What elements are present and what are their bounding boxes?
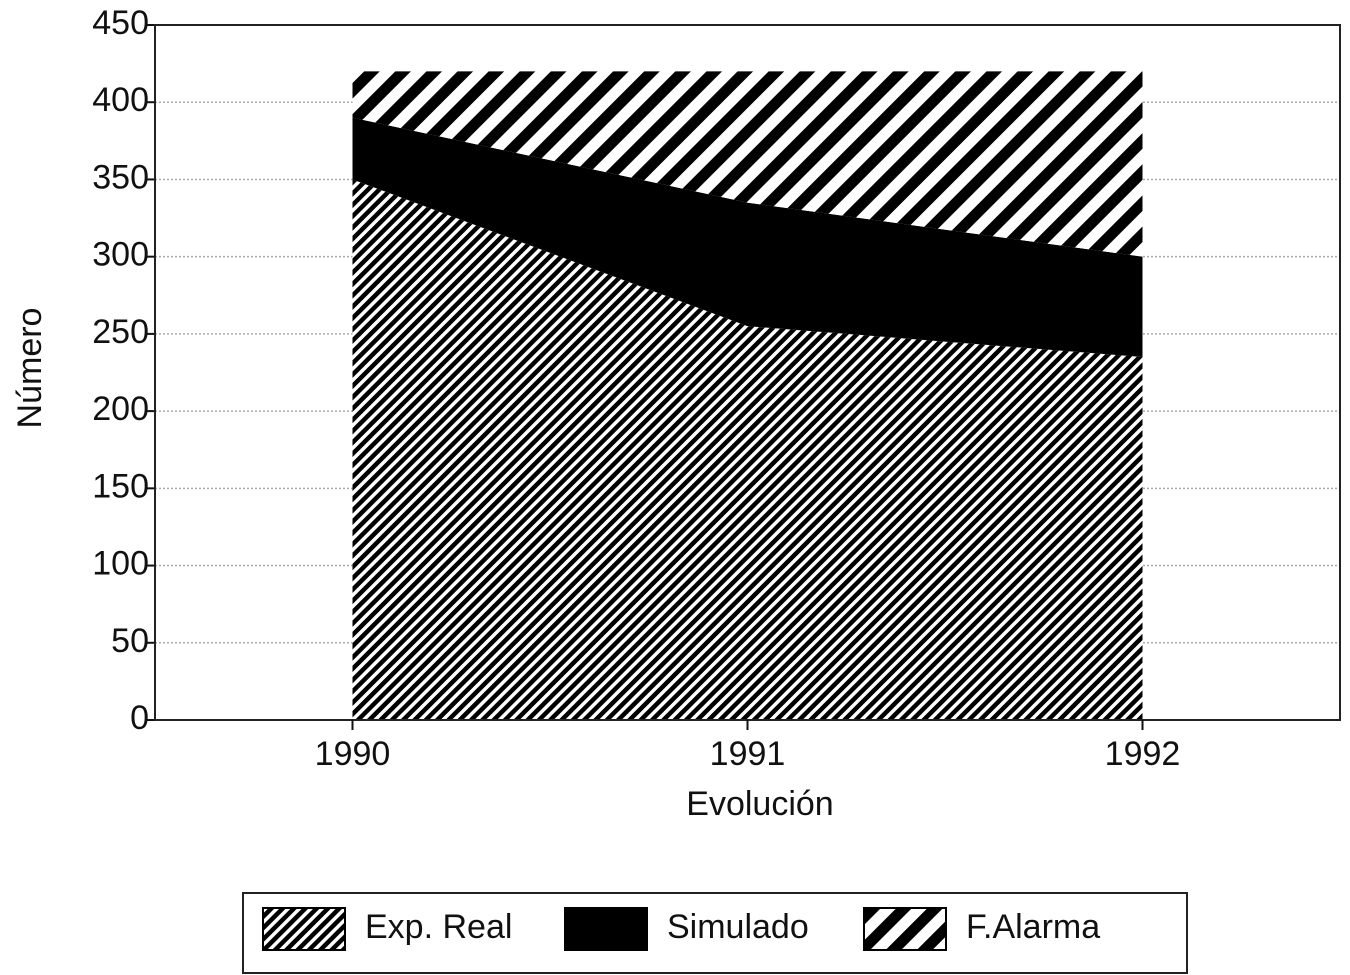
x-axis-label: Evolución [686, 785, 833, 823]
x-tick-label: 1990 [315, 735, 391, 773]
legend-swatch [863, 907, 947, 951]
legend-label: F.Alarma [966, 908, 1100, 946]
area [352, 117, 1143, 358]
y-tick-label: 300 [92, 236, 149, 274]
y-axis-label: Número [11, 308, 49, 429]
y-tick-label: 450 [92, 4, 149, 42]
y-tick-label: 350 [92, 158, 149, 196]
area [352, 71, 1143, 257]
y-tick-label: 100 [92, 545, 149, 583]
legend-swatch [564, 907, 648, 951]
legend-label: Exp. Real [365, 908, 512, 946]
legend-label: Simulado [667, 908, 809, 946]
x-tick-label: 1991 [710, 735, 786, 773]
y-tick-label: 150 [92, 467, 149, 505]
y-tick-label: 200 [92, 390, 149, 428]
y-tick-label: 0 [130, 699, 149, 737]
x-tick-label: 1992 [1105, 735, 1181, 773]
y-tick-label: 50 [111, 622, 149, 660]
legend-swatch [262, 907, 346, 951]
y-tick-label: 250 [92, 313, 149, 351]
y-tick-label: 400 [92, 81, 149, 119]
area [352, 179, 1143, 720]
legend-box [242, 892, 1188, 974]
